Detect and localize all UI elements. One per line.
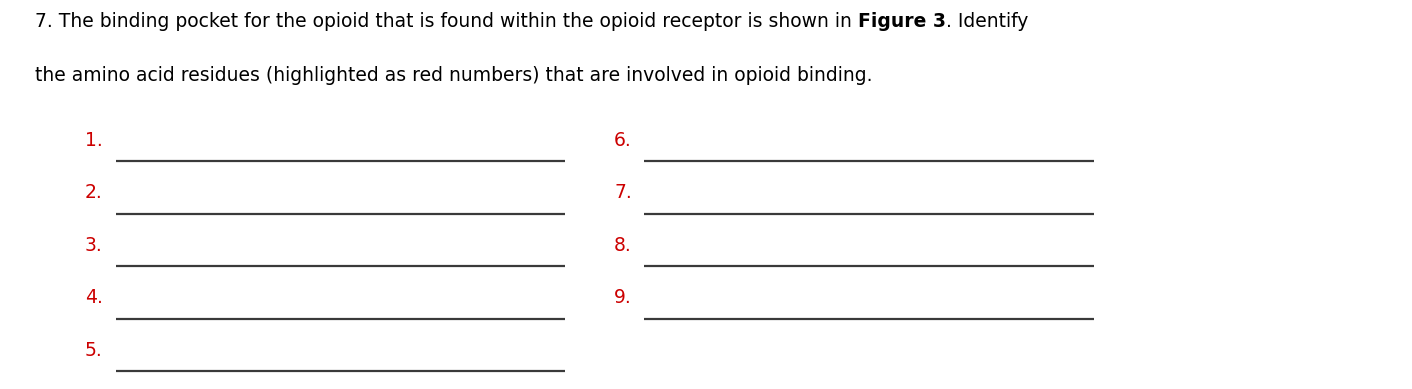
Text: Figure 3: Figure 3: [858, 12, 946, 31]
Text: 8.: 8.: [614, 236, 633, 254]
Text: 1.: 1.: [85, 131, 103, 149]
Text: 3.: 3.: [85, 236, 103, 254]
Text: 5.: 5.: [85, 341, 103, 359]
Text: . Identify: . Identify: [946, 12, 1028, 31]
Text: 2.: 2.: [85, 183, 103, 202]
Text: the amino acid residues (highlighted as red numbers) that are involved in opioid: the amino acid residues (highlighted as …: [35, 66, 873, 85]
Text: 9.: 9.: [614, 288, 633, 307]
Text: 7.: 7.: [614, 183, 633, 202]
Text: 7. The binding pocket for the opioid that is found within the opioid receptor is: 7. The binding pocket for the opioid tha…: [35, 12, 858, 31]
Text: 4.: 4.: [85, 288, 103, 307]
Text: 6.: 6.: [614, 131, 633, 149]
